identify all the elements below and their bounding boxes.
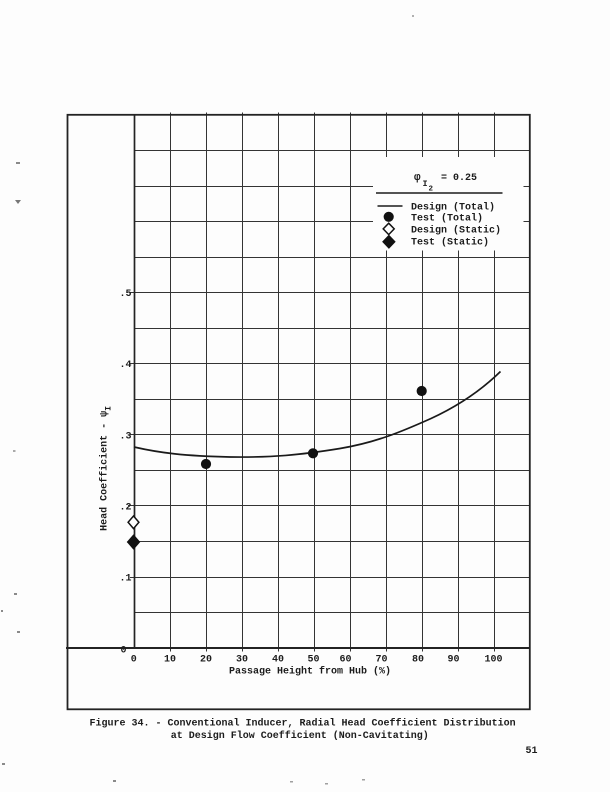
- svg-text:70: 70: [375, 655, 387, 666]
- svg-text:.3: .3: [119, 431, 131, 442]
- svg-text:50: 50: [307, 655, 319, 666]
- svg-text:30: 30: [236, 655, 248, 666]
- svg-text:80: 80: [412, 655, 424, 666]
- svg-text:10: 10: [164, 655, 176, 666]
- svg-text:at Design Flow Coefficient (No: at Design Flow Coefficient (Non-Cavitati…: [171, 730, 429, 742]
- svg-text:I: I: [423, 179, 428, 189]
- svg-text:Passage Height from Hub (%): Passage Height from Hub (%): [229, 666, 391, 678]
- svg-text:40: 40: [272, 655, 284, 666]
- svg-text:.4: .4: [119, 360, 131, 371]
- svg-text:Test (Static): Test (Static): [411, 237, 489, 249]
- svg-text:20: 20: [200, 655, 212, 666]
- svg-text:φ: φ: [414, 172, 421, 184]
- svg-text:Head Coefficient - ψI: Head Coefficient - ψI: [99, 406, 114, 531]
- svg-text:Design (Static): Design (Static): [411, 225, 501, 237]
- svg-text:2: 2: [429, 186, 434, 194]
- svg-text:Test (Total): Test (Total): [411, 213, 483, 225]
- svg-text:0: 0: [120, 646, 126, 657]
- svg-text:Design (Total): Design (Total): [411, 202, 495, 214]
- svg-text:0: 0: [131, 655, 137, 666]
- svg-text:60: 60: [339, 655, 351, 666]
- svg-text:51: 51: [526, 746, 538, 757]
- svg-text:= 0.25: = 0.25: [441, 173, 477, 184]
- svg-text:.5: .5: [119, 289, 131, 300]
- svg-text:100: 100: [484, 655, 502, 666]
- svg-text:.1: .1: [119, 573, 131, 584]
- svg-text:90: 90: [447, 655, 459, 666]
- svg-text:Figure 34. - Conventional Indu: Figure 34. - Conventional Inducer, Radia…: [90, 717, 516, 729]
- svg-text:.2: .2: [119, 502, 131, 513]
